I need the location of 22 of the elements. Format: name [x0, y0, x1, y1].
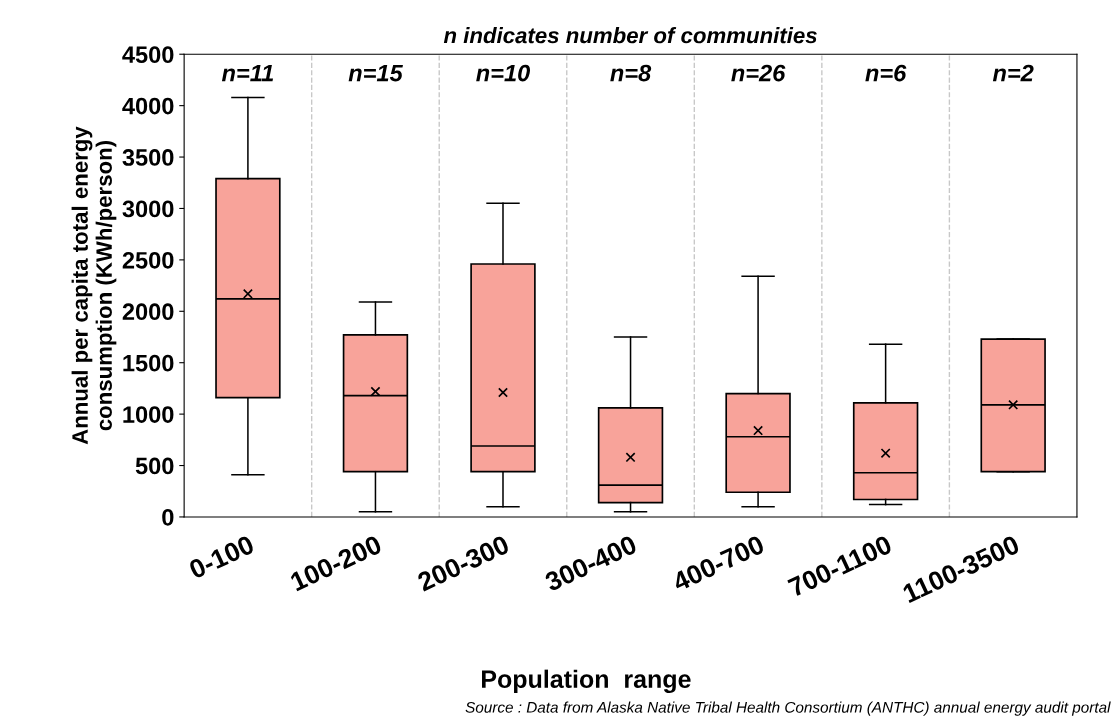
x-axis-title: Population range: [482, 669, 691, 694]
x-tick-label: 0-100: [187, 534, 256, 580]
y-tick-label: 0: [162, 509, 174, 526]
y-axis-title: Annual per capita total energy consumption (KWh/person): [71, 126, 117, 445]
annotation: n=6: [865, 64, 907, 82]
annotation: n=2: [992, 64, 1034, 82]
y-tick-label: 1000: [123, 406, 174, 423]
y-tick-label: 3000: [122, 200, 174, 218]
annotation: n=11: [221, 64, 274, 82]
y-tick-label: 2000: [122, 303, 174, 321]
annotation: n=15: [348, 64, 403, 82]
y-tick-label: 3500: [122, 149, 174, 166]
y-tick-label: 2500: [122, 251, 174, 269]
annotation: n=10: [476, 64, 531, 82]
y-tick-label: 4500: [122, 46, 174, 64]
y-tick-label: 4000: [122, 97, 174, 115]
annotation: n=26: [731, 64, 786, 82]
y-tick-label: 500: [135, 457, 174, 475]
chart-title: n indicates number of communities: [443, 27, 817, 44]
source-note: Source : Data from Alaska Native Tribal Health Consortium (ANTHC) annual energy audit portal: [465, 701, 1111, 716]
annotation: n=8: [610, 64, 652, 82]
y-tick-label: 1500: [123, 354, 174, 372]
